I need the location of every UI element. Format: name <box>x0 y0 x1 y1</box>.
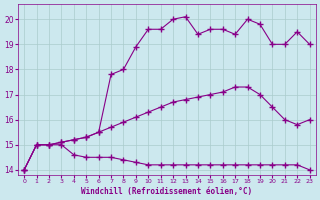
X-axis label: Windchill (Refroidissement éolien,°C): Windchill (Refroidissement éolien,°C) <box>81 187 252 196</box>
